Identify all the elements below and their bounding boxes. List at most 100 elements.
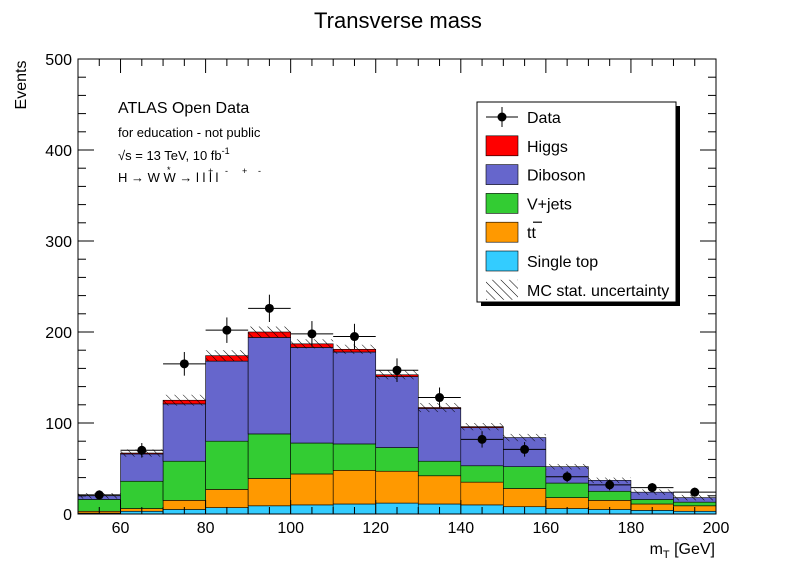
bar-v-jets-bin-12: [588, 490, 632, 501]
legend-swatch-single-top: [485, 250, 519, 272]
data-point-9: [477, 434, 487, 444]
annotation-process-sup-2: +: [208, 166, 213, 176]
data-point-0: [94, 490, 104, 500]
data-point-1: [137, 445, 147, 455]
x-tick-label-200: 200: [703, 520, 730, 537]
x-axis-ticks: 60 80 100 120 140 160 180 200: [77, 59, 730, 537]
bar-diboson-bin-8: [417, 408, 462, 462]
y-axis-label: Events: [13, 61, 30, 110]
annotation-education: for education - not public: [118, 125, 261, 140]
bar-tt-bin-6: [332, 470, 377, 505]
x-tick-label-180: 180: [618, 520, 645, 537]
data-point-2: [179, 359, 189, 369]
legend-label-single-top: Single top: [527, 254, 598, 271]
bar-diboson-bin-7: [375, 376, 419, 448]
bar-v-jets-bin-13: [630, 499, 674, 505]
legend-label-tt: tt: [527, 225, 536, 242]
mc-uncertainty-bin-8: [418, 402, 461, 413]
mc-uncertainty-bin-10: [503, 433, 546, 442]
data-point-10: [520, 444, 530, 454]
annotation-energy-text: √s = 13 TeV, 10 fb: [118, 148, 222, 163]
bar-tt-bin-3: [205, 489, 249, 508]
bar-v-jets-bin-4: [247, 433, 291, 479]
bar-tt-bin-4: [247, 478, 291, 507]
mc-uncertainty-bin-11: [545, 463, 589, 470]
bar-v-jets-bin-3: [205, 440, 249, 490]
bar-v-jets-bin-5: [290, 442, 334, 475]
y-tick-label-400: 400: [45, 143, 72, 160]
data-points: [78, 294, 716, 500]
legend-entries: Data Higgs Diboson V+jets tt Single top MC sta…: [485, 107, 669, 300]
x-tick-label-100: 100: [277, 520, 304, 537]
annotation-energy-sup: -1: [222, 146, 230, 156]
bar-v-jets-bin-9: [460, 465, 504, 483]
bar-tt-bin-10: [503, 488, 547, 508]
legend-swatch-mc-uncertainty: [486, 279, 518, 300]
y-tick-label-100: 100: [45, 416, 72, 433]
bar-tt-bin-8: [417, 475, 462, 505]
bar-diboson-bin-6: [332, 351, 377, 445]
annotation-process-sup-5: -: [258, 166, 261, 176]
mc-uncertainty-bin-3: [205, 350, 249, 362]
legend-label-data: Data: [527, 110, 561, 127]
annotation-process-sup-1: *: [167, 165, 171, 175]
data-point-7: [392, 365, 402, 375]
x-tick-label-120: 120: [362, 520, 389, 537]
mc-uncertainty-bin-9: [460, 423, 504, 431]
bar-v-jets-bin-1: [120, 480, 164, 509]
bar-v-jets-bin-6: [332, 443, 377, 471]
x-axis-label-unit: [GeV]: [670, 541, 715, 558]
legend-swatch-v-jets: [485, 193, 519, 214]
bar-tt-bin-7: [375, 470, 419, 504]
legend-marker-data: [497, 112, 507, 122]
bar-diboson-bin-3: [205, 360, 249, 442]
data-point-3: [222, 325, 232, 335]
annotation-atlas: ATLAS Open Data: [118, 100, 249, 117]
x-tick-label-160: 160: [533, 520, 560, 537]
legend-swatch-higgs: [485, 135, 519, 157]
y-tick-label-500: 500: [45, 52, 72, 69]
bar-tt-bin-9: [460, 481, 504, 506]
legend-label-v-jets: V+jets: [527, 196, 572, 213]
bar-v-jets-bin-14: [673, 501, 717, 507]
data-point-5: [307, 329, 317, 339]
annotation-block: ATLAS Open Data for education - not publ…: [118, 100, 261, 185]
legend-swatch-tt: [485, 221, 519, 243]
data-point-14: [690, 487, 700, 497]
annotation-process-sup-4: +: [242, 166, 247, 176]
y-axis-ticks: 0 100 200 300 400 500: [45, 52, 716, 524]
chart-title: Transverse mass: [314, 8, 482, 33]
legend-label-mc-stat-uncertainty: MC stat. uncertainty: [527, 283, 669, 300]
y-tick-label-200: 200: [45, 325, 72, 342]
stacked-bars: [77, 331, 717, 515]
x-axis-label: mT [GeV]: [650, 541, 715, 561]
mc-uncertainty-bin-14: [673, 494, 716, 501]
legend-label-higgs: Higgs: [527, 139, 568, 156]
x-axis-label-sub: T: [663, 549, 670, 561]
bar-v-jets-bin-7: [375, 447, 419, 472]
bar-v-jets-bin-11: [545, 482, 589, 498]
annotation-process-sup-3: -: [225, 166, 228, 176]
data-point-12: [605, 480, 615, 490]
x-tick-label-80: 80: [197, 520, 215, 537]
mc-uncertainty-bin-2: [163, 394, 206, 406]
y-tick-label-0: 0: [63, 507, 72, 524]
x-tick-label-60: 60: [112, 520, 130, 537]
annotation-energy: √s = 13 TeV, 10 fb-1: [118, 146, 230, 163]
annotation-process: H → W W → l l l l: [118, 170, 218, 185]
bar-v-jets-bin-10: [503, 466, 547, 489]
x-tick-label-140: 140: [447, 520, 474, 537]
data-point-13: [647, 483, 657, 493]
bar-v-jets-bin-8: [417, 460, 462, 477]
mc-uncertainty-bin-4: [248, 326, 291, 338]
y-tick-label-300: 300: [45, 234, 72, 251]
legend-label-diboson: Diboson: [527, 168, 586, 185]
bar-diboson-bin-1: [120, 453, 164, 482]
legend: Data Higgs Diboson V+jets tt Single top MC sta…: [476, 101, 680, 306]
data-point-4: [264, 303, 274, 313]
data-point-6: [349, 332, 359, 342]
data-point-8: [435, 393, 445, 403]
bar-diboson-bin-4: [247, 337, 291, 435]
